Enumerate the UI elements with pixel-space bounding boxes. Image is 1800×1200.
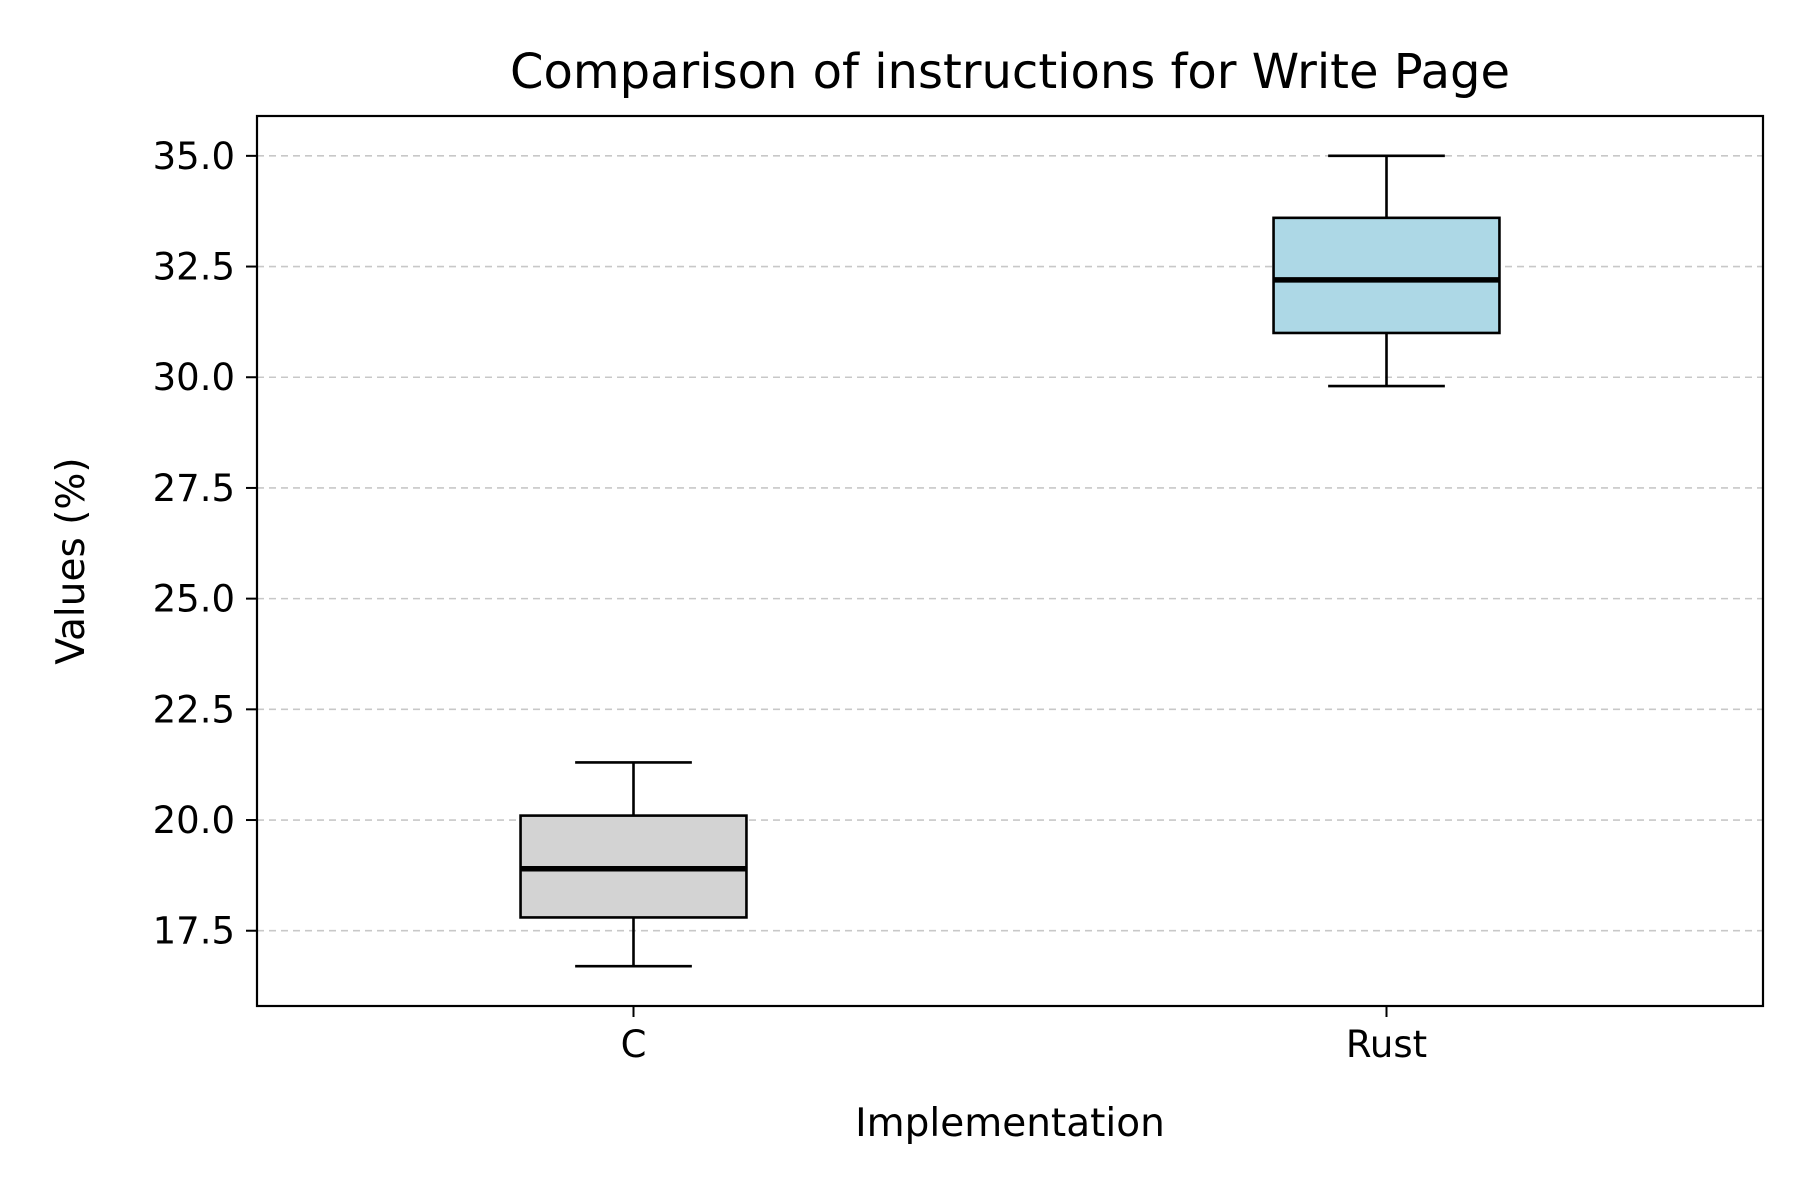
y-tick-label: 30.0 — [153, 356, 235, 399]
x-axis: C Rust — [621, 1006, 1427, 1066]
y-tick-label: 25.0 — [153, 578, 235, 621]
chart-title: Comparison of instructions for Write Pag… — [510, 44, 1510, 100]
x-tick-label: C — [621, 1023, 647, 1066]
box-c — [519, 761, 748, 968]
x-axis-label: Implementation — [855, 1101, 1165, 1146]
y-tick-label: 32.5 — [153, 246, 235, 289]
x-tick-label: Rust — [1346, 1023, 1427, 1066]
y-tick-label: 35.0 — [153, 135, 235, 178]
box-rust — [1272, 154, 1501, 388]
y-tick-label: 27.5 — [153, 467, 235, 510]
y-axis: 17.5 20.0 22.5 25.0 27.5 30.0 32.5 35.0 — [153, 135, 257, 953]
iqr-box — [1272, 216, 1501, 335]
y-tick-label: 22.5 — [153, 688, 235, 731]
box-series — [519, 154, 1501, 968]
y-tick-label: 20.0 — [153, 799, 235, 842]
y-tick-label: 17.5 — [153, 910, 235, 953]
grid-lines — [257, 155, 1763, 932]
plot-frame — [255, 114, 1765, 1008]
y-axis-label: Values (%) — [49, 457, 94, 664]
